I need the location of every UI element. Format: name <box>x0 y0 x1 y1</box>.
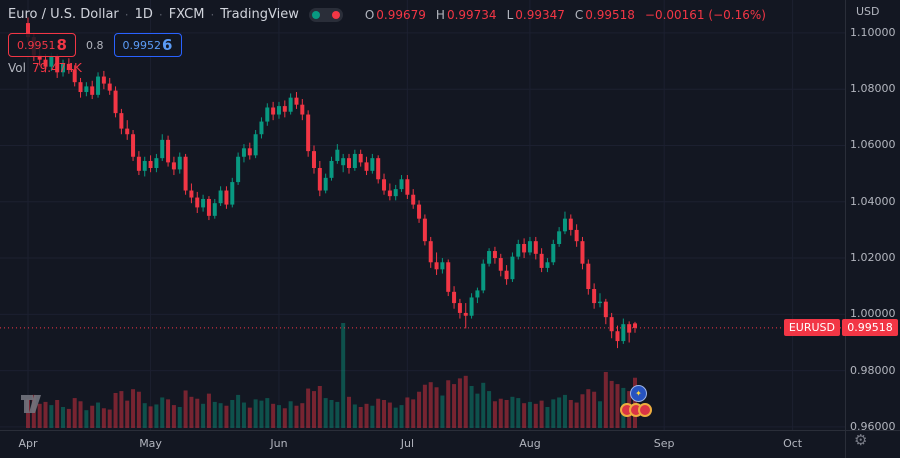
time-tick: Jul <box>400 437 415 450</box>
interval-label[interactable]: 1D <box>134 7 153 22</box>
separator-dot: · <box>124 7 129 22</box>
eu-event-icon[interactable]: ✦ <box>630 385 647 402</box>
ohlc-values: O 0.99679 H 0.99734 L 0.99347 C 0.99518 −0.0… <box>365 8 766 22</box>
quote-row: 0.9951 8 0.8 0.9952 6 <box>8 33 182 57</box>
time-tick: Aug <box>519 437 541 450</box>
price-label-symbol: EURUSD <box>783 318 840 336</box>
price-tick: 0.96000 <box>850 419 896 433</box>
price-tick: 1.08000 <box>850 82 896 96</box>
price-tick: 1.10000 <box>850 25 896 39</box>
buy-sell-toggle[interactable] <box>308 7 343 22</box>
time-tick: Jun <box>270 437 288 450</box>
time-tick: Sep <box>653 437 675 450</box>
price-tick: 1.06000 <box>850 138 896 152</box>
price-tick: 1.02000 <box>850 251 896 265</box>
volume-legend: Vol 79.474K <box>8 61 82 75</box>
toggle-green-dot-icon <box>311 10 320 19</box>
close-value: 0.99518 <box>585 7 635 22</box>
settings-gear-icon[interactable]: ⚙ <box>854 431 868 449</box>
event-circle-icon <box>638 403 652 417</box>
toggle-red-dot-icon <box>331 10 340 19</box>
last-price-label: 0.99518 <box>842 318 898 336</box>
symbol-title[interactable]: Euro / U.S. Dollar <box>8 7 119 22</box>
low-label: L <box>506 7 514 22</box>
buy-button[interactable]: 0.9952 6 <box>113 33 182 57</box>
sell-price: 0.9951 <box>17 38 56 52</box>
tradingview-logo-icon <box>21 395 41 413</box>
price-tick: 1.04000 <box>850 194 896 208</box>
buy-price-pip: 6 <box>162 35 173 54</box>
open-value: 0.99679 <box>376 7 426 22</box>
price-tick: 0.98000 <box>850 363 896 377</box>
tradingview-logo[interactable] <box>20 394 46 418</box>
sell-button[interactable]: 0.9951 8 <box>8 33 76 57</box>
price-axis[interactable]: USD 1.10000 1.08000 1.06000 1.04000 1.02… <box>846 0 900 433</box>
event-star-icon: ✦ <box>635 388 642 398</box>
time-tick: Apr <box>18 437 38 450</box>
exchange-label: FXCM <box>168 7 205 22</box>
event-stack[interactable] <box>620 403 656 417</box>
time-axis[interactable]: Apr May Jun Jul Aug Sep Oct <box>0 431 845 458</box>
sell-price-pip: 8 <box>56 35 67 54</box>
last-price-flag: EURUSD 0.99518 <box>783 318 898 336</box>
close-label: C <box>574 7 584 22</box>
open-label: O <box>364 7 375 22</box>
spread-value: 0.8 <box>86 38 104 52</box>
brand-label: TradingView <box>220 7 299 22</box>
time-tick: Oct <box>783 437 803 450</box>
volume-label: Vol <box>8 61 26 75</box>
volume-value: 79.474K <box>31 61 82 75</box>
change-value: −0.00161 (−0.16%) <box>644 7 766 22</box>
separator-dot: · <box>210 7 215 22</box>
economic-event-icons[interactable]: ✦ <box>620 385 656 417</box>
high-value: 0.99734 <box>446 7 497 22</box>
high-label: H <box>435 7 445 22</box>
time-tick: May <box>139 437 162 450</box>
buy-price: 0.9952 <box>122 38 162 52</box>
separator-dot: · <box>158 7 163 22</box>
axis-currency-label: USD <box>856 5 880 18</box>
low-value: 0.99347 <box>515 7 565 22</box>
price-tick: 1.00000 <box>850 307 896 321</box>
chart-legend: Euro / U.S. Dollar · 1D · FXCM · Trading… <box>8 7 766 22</box>
